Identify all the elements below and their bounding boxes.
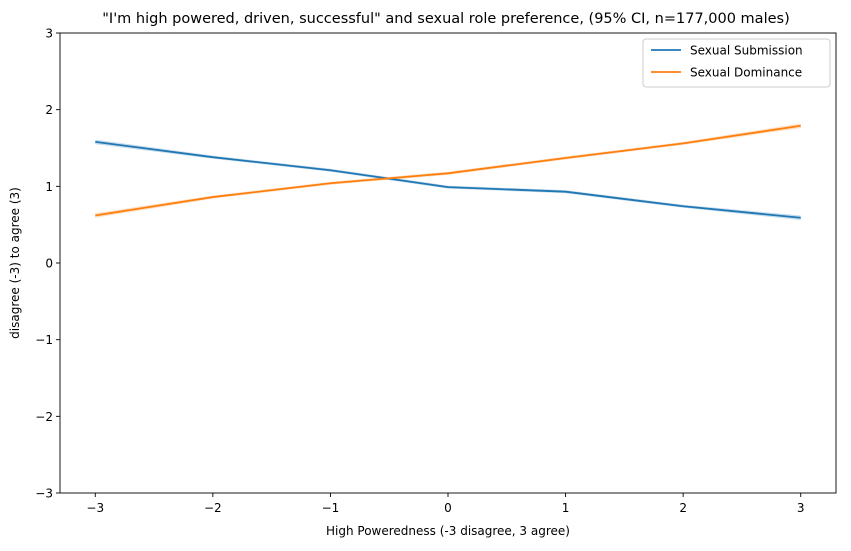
x-tick-label: 0	[444, 501, 452, 515]
chart-title: "I'm high powered, driven, successful" a…	[102, 11, 789, 27]
x-tick-label: −3	[86, 501, 104, 515]
x-axis-ticks: −3 −2 −1 0 1 2 3	[86, 493, 804, 515]
x-tick-label: 2	[679, 501, 687, 515]
x-tick-label: −1	[322, 501, 340, 515]
x-tick-label: 1	[562, 501, 570, 515]
y-tick-label: −3	[35, 487, 53, 501]
y-tick-label: 0	[45, 257, 53, 271]
y-tick-label: 2	[45, 103, 53, 117]
legend: Sexual Submission Sexual Dominance	[643, 39, 830, 87]
y-axis-label: disagree (-3) to agree (3)	[8, 187, 22, 339]
x-axis-label: High Poweredness (-3 disagree, 3 agree)	[326, 524, 570, 538]
y-tick-label: 3	[45, 27, 53, 41]
legend-label-1: Sexual Dominance	[690, 66, 802, 80]
x-tick-label: −2	[204, 501, 222, 515]
y-tick-label: −2	[35, 410, 53, 424]
y-tick-label: −1	[35, 333, 53, 347]
x-tick-label: 3	[797, 501, 805, 515]
legend-label-0: Sexual Submission	[690, 44, 803, 58]
y-axis-ticks: −3 −2 −1 0 1 2 3	[35, 27, 60, 501]
y-tick-label: 1	[45, 180, 53, 194]
plot-area	[60, 33, 836, 493]
